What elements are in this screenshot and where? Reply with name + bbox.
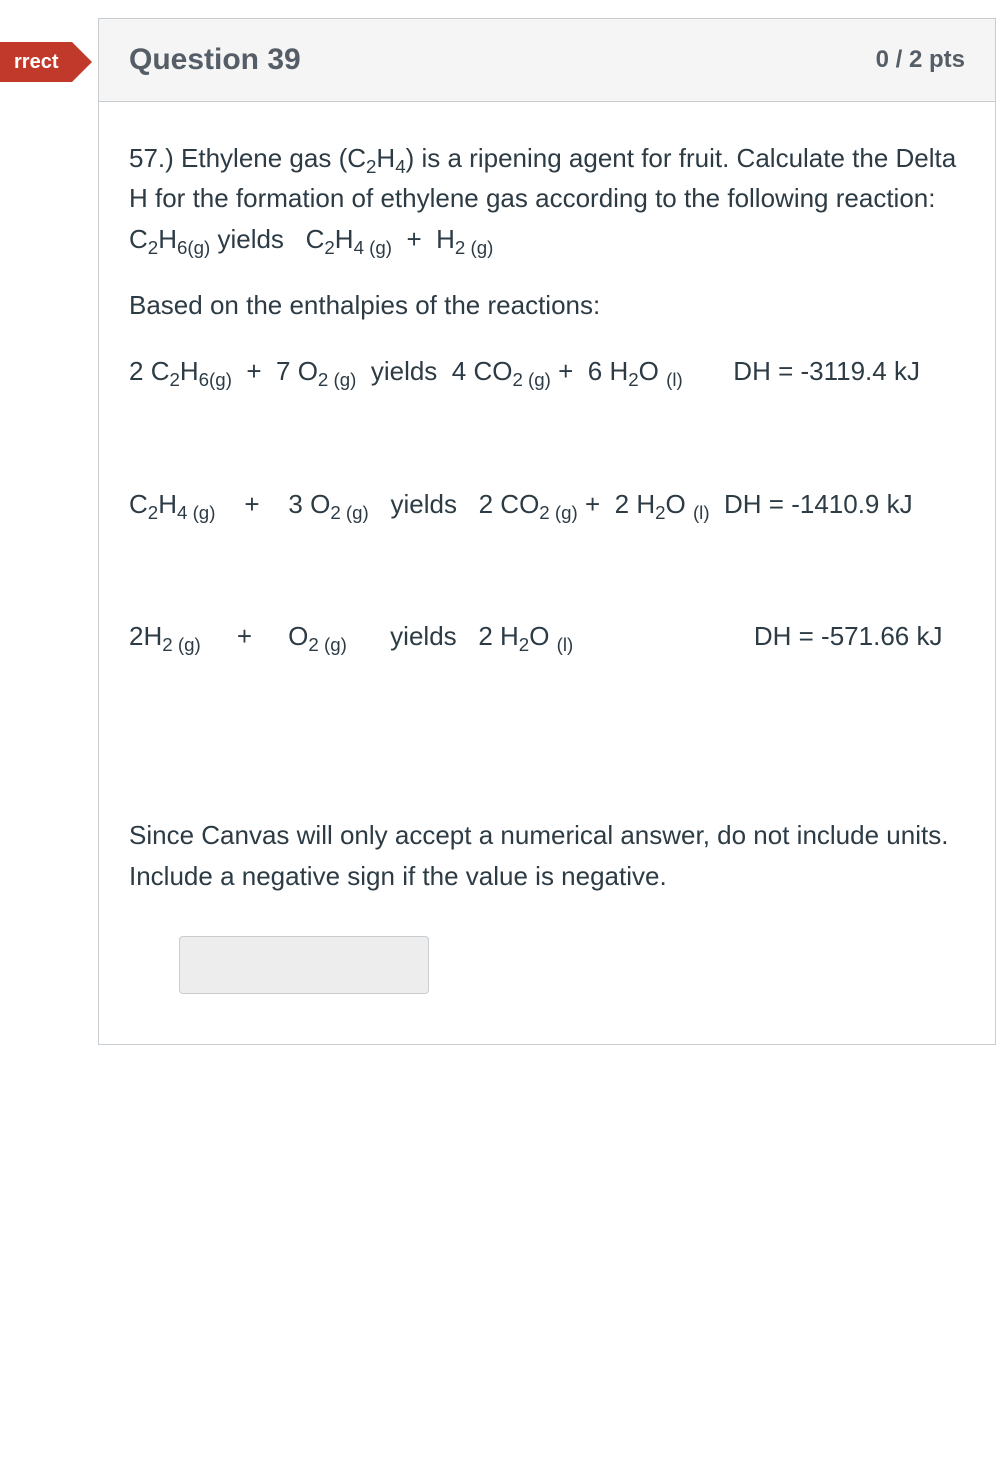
status-badge-text: rrect (14, 51, 58, 73)
question-body: 57.) Ethylene gas (C2H4) is a ripening a… (99, 102, 995, 1044)
question-wrapper: rrect Question 39 0 / 2 pts 57.) Ethylen… (0, 0, 1008, 1045)
formula-ethane-g: C2H6(g) (129, 224, 210, 254)
formula-h2-g: H2 (g) (436, 224, 493, 254)
question-card: Question 39 0 / 2 pts 57.) Ethylene gas … (98, 18, 996, 1045)
formula-ethylene-g: C2H4 (g) (306, 224, 392, 254)
question-header: Question 39 0 / 2 pts (99, 19, 995, 102)
status-badge: rrect (0, 42, 72, 82)
formula-ethylene: C2H4 (347, 143, 405, 173)
question-text: 57.) Ethylene gas (C2H4) is a ripening a… (129, 138, 965, 259)
enthalpy-intro: Based on the enthalpies of the reactions… (129, 285, 965, 325)
reaction-2: C2H4 (g) + 3 O2 (g) yields 2 CO2 (g) + 2… (129, 484, 965, 524)
question-title: Question 39 (129, 43, 301, 77)
question-points: 0 / 2 pts (876, 46, 965, 74)
reaction-3: 2H2 (g) + O2 (g) yields 2 H2O (l) DH = -… (129, 616, 965, 656)
answer-instructions: Since Canvas will only accept a numerica… (129, 815, 965, 896)
answer-input[interactable] (179, 936, 429, 994)
reaction-1: 2 C2H6(g) + 7 O2 (g) yields 4 CO2 (g) + … (129, 351, 965, 391)
